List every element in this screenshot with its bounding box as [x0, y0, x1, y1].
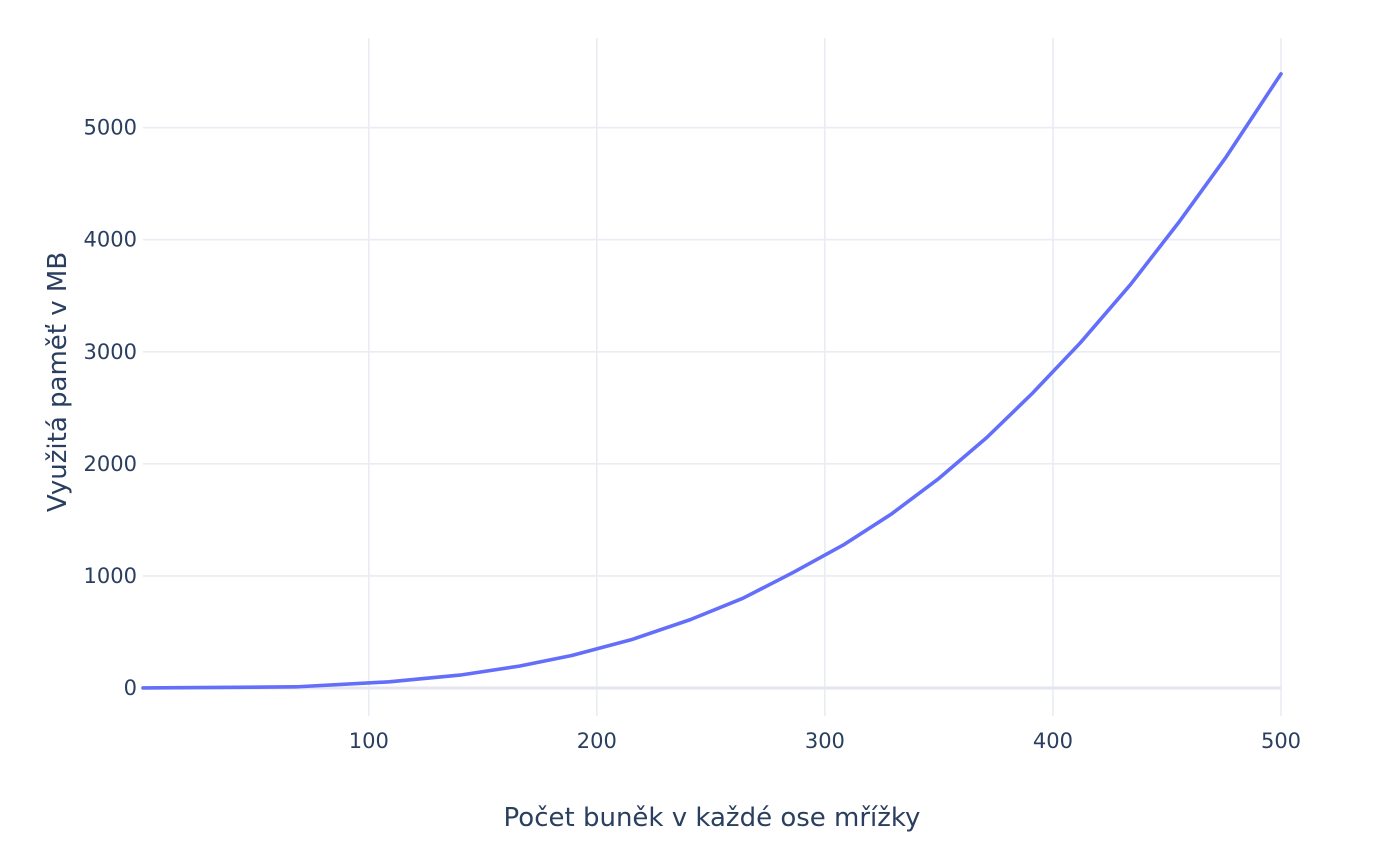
y-tick-label: 1000 [84, 564, 137, 588]
series-layer [141, 72, 1283, 690]
y-tick-label: 5000 [84, 116, 137, 140]
y-tick-label: 0 [124, 676, 137, 700]
x-axis-title: Počet buněk v každé ose mřížky [504, 803, 921, 833]
y-tick-label: 4000 [84, 228, 137, 252]
y-tick-label: 3000 [84, 340, 137, 364]
x-tick-label: 500 [1261, 729, 1301, 753]
grid [143, 38, 1282, 716]
x-tick-label: 100 [349, 729, 389, 753]
series-line [141, 72, 1283, 690]
x-tick-label: 400 [1033, 729, 1073, 753]
y-axis-title: Využitá paměť v MB [43, 252, 73, 512]
x-tick-label: 200 [577, 729, 617, 753]
x-tick-label: 300 [805, 729, 845, 753]
y-axis-ticks: 0 1000 2000 3000 4000 5000 [84, 116, 137, 700]
x-axis-ticks: 100 200 300 400 500 [349, 729, 1301, 753]
y-tick-label: 2000 [84, 452, 137, 476]
